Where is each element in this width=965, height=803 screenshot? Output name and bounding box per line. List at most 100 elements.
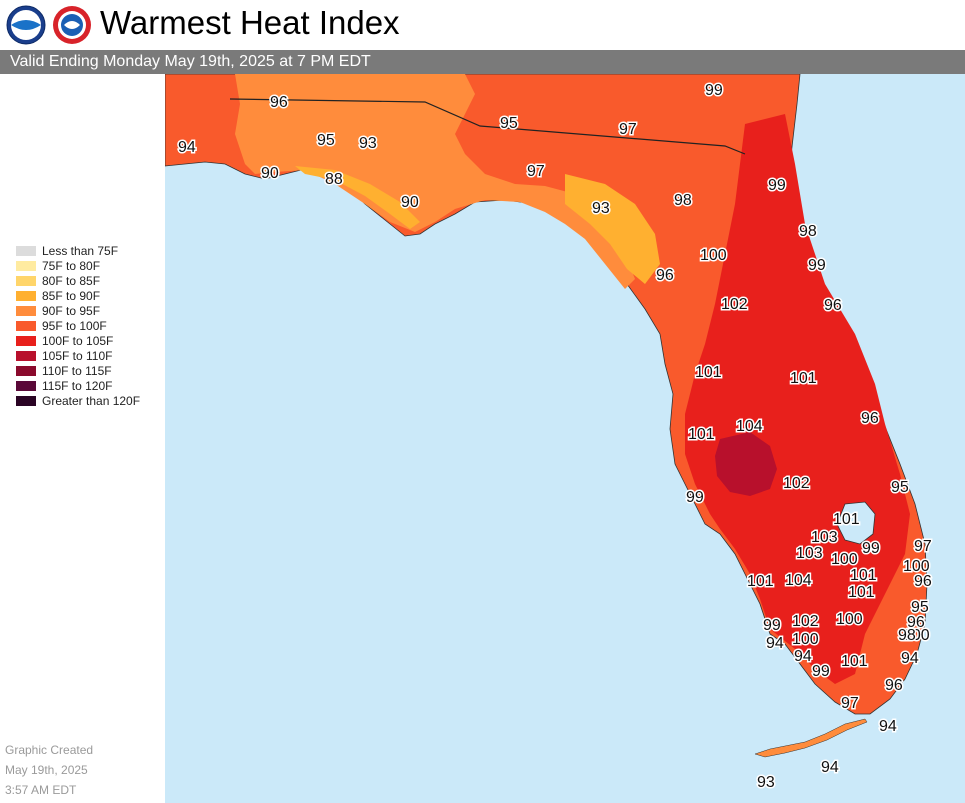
legend-swatch — [16, 335, 36, 346]
legend-item: 85F to 90F — [16, 288, 140, 303]
map-label: 97 — [914, 538, 932, 555]
map-label: 96 — [885, 677, 903, 694]
map-label: 101 — [695, 364, 722, 381]
valid-time-bar: Valid Ending Monday May 19th, 2025 at 7 … — [0, 50, 965, 74]
map-label: 103 — [796, 545, 823, 562]
legend-label: 105F to 110F — [42, 348, 113, 363]
map-label: 102 — [721, 296, 748, 313]
legend-label: 85F to 90F — [42, 288, 101, 303]
legend-swatch — [16, 260, 36, 271]
map-label: 93 — [592, 200, 610, 217]
map-label: 98 — [898, 627, 916, 644]
legend-item: Greater than 120F — [16, 393, 140, 408]
map-label: 94 — [879, 718, 897, 735]
legend-item: 80F to 85F — [16, 273, 140, 288]
map-label: 101 — [833, 511, 860, 528]
map-label: 97 — [841, 695, 859, 712]
legend-item: 95F to 100F — [16, 318, 140, 333]
map-label: 94 — [794, 648, 812, 665]
map-label: 103 — [811, 529, 838, 546]
map-label: 99 — [768, 177, 786, 194]
noaa-logo — [6, 5, 46, 45]
map-label: 96 — [824, 297, 842, 314]
legend-label: Greater than 120F — [42, 393, 141, 408]
map-label: 97 — [527, 163, 545, 180]
legend: Less than 75F 75F to 80F 80F to 85F 85F … — [16, 243, 140, 408]
zone-85-90 — [565, 174, 660, 284]
map-label: 96 — [656, 267, 674, 284]
map-label: 88 — [325, 171, 343, 188]
credit-line: 3:57 AM EDT — [5, 783, 77, 797]
map-label: 90 — [261, 165, 279, 182]
map-label: 99 — [705, 82, 723, 99]
map-label: 101 — [747, 573, 774, 590]
valid-time-text: Valid Ending Monday May 19th, 2025 at 7 … — [10, 53, 371, 70]
legend-item: 100F to 105F — [16, 333, 140, 348]
legend-swatch — [16, 320, 36, 331]
legend-swatch — [16, 350, 36, 361]
legend-swatch — [16, 305, 36, 316]
map-label: 95 — [891, 479, 909, 496]
zone-90-95 — [235, 74, 635, 289]
florida-keys — [754, 718, 868, 758]
map-label: 101 — [790, 370, 817, 387]
header: Warmest Heat Index — [0, 0, 965, 50]
zone-85-90-coast — [295, 166, 420, 229]
map-label: 95 — [317, 132, 335, 149]
legend-item: 115F to 120F — [16, 378, 140, 393]
map-label: 101 — [850, 567, 877, 584]
legend-label: 110F to 115F — [42, 363, 112, 378]
map-label: 99 — [862, 540, 880, 557]
lake-okeechobee — [836, 501, 876, 545]
graphic-credit: Graphic Created May 19th, 2025 3:57 AM E… — [5, 740, 93, 800]
legend-label: 100F to 105F — [42, 333, 114, 348]
legend-label: 115F to 120F — [42, 378, 113, 393]
map-label: 98 — [799, 223, 817, 240]
legend-swatch — [16, 290, 36, 301]
credit-line: May 19th, 2025 — [5, 763, 88, 777]
zone-105-110 — [715, 432, 777, 496]
map-label: 104 — [785, 572, 812, 589]
map-label: 102 — [783, 475, 810, 492]
map-label: 99 — [812, 663, 830, 680]
map-label: 99 — [808, 257, 826, 274]
map-label: 96 — [914, 573, 932, 590]
map-label: 100 — [792, 631, 819, 648]
legend-swatch — [16, 245, 36, 256]
heat-index-map: 96 99 95 97 94 95 93 90 88 97 90 93 98 9… — [165, 74, 965, 803]
nws-logo — [53, 6, 91, 44]
credit-line: Graphic Created — [5, 743, 94, 757]
map-label: 93 — [359, 135, 377, 152]
legend-item: 75F to 80F — [16, 258, 140, 273]
legend-item: 110F to 115F — [16, 363, 140, 378]
legend-item: 90F to 95F — [16, 303, 140, 318]
map-label: 94 — [178, 139, 196, 156]
map-label: 102 — [792, 613, 819, 630]
map-label: 93 — [757, 774, 775, 791]
map-label: 96 — [861, 410, 879, 427]
legend-label: 80F to 85F — [42, 273, 101, 288]
map-label: 104 — [736, 418, 763, 435]
map-label: 99 — [686, 489, 704, 506]
legend-swatch — [16, 395, 36, 406]
legend-label: Less than 75F — [42, 243, 119, 258]
map-label: 96 — [270, 94, 288, 111]
map-label: 100 — [903, 558, 930, 575]
map-label: 94 — [901, 650, 919, 667]
map-label: 101 — [688, 426, 715, 443]
map-label: 98 — [674, 192, 692, 209]
map-label: 101 — [848, 584, 875, 601]
legend-swatch — [16, 275, 36, 286]
legend-item: Less than 75F — [16, 243, 140, 258]
map-label: 95 — [500, 115, 518, 132]
map-label: 94 — [766, 635, 784, 652]
map-label: 99 — [763, 617, 781, 634]
legend-label: 90F to 95F — [42, 303, 101, 318]
map-label: 96 — [907, 614, 925, 631]
state-border — [229, 98, 746, 155]
map-label: 100 — [903, 627, 930, 644]
map-label: 101 — [841, 653, 868, 670]
map-label: 95 — [911, 599, 929, 616]
legend-swatch — [16, 380, 36, 391]
page-title: Warmest Heat Index — [100, 4, 400, 41]
